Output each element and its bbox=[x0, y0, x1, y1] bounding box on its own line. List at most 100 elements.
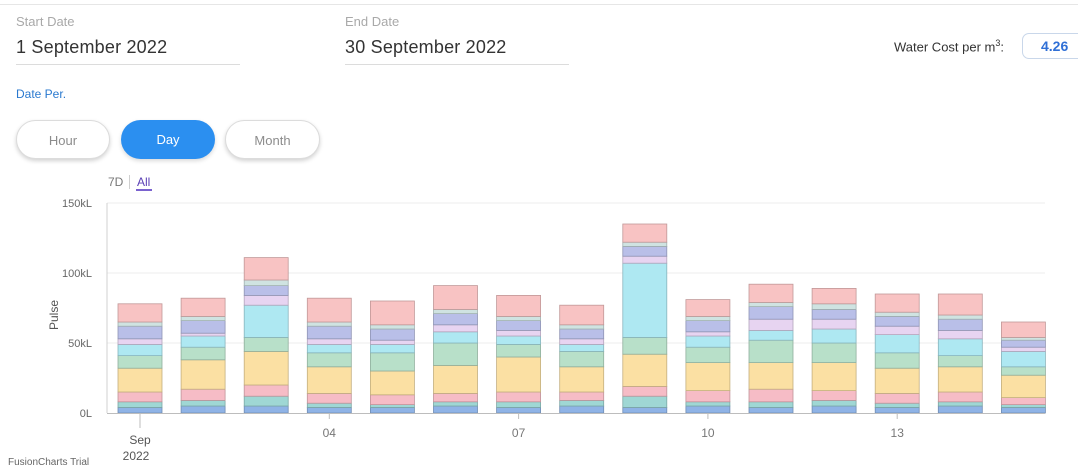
bar-segment bbox=[180, 399, 226, 407]
bar-segment bbox=[874, 293, 920, 313]
bar-segment bbox=[811, 399, 857, 407]
bar-segment bbox=[369, 328, 415, 341]
stacked-bars bbox=[117, 223, 1046, 414]
bar-segment bbox=[685, 390, 731, 403]
x-tick-sublabel: 2022 bbox=[123, 449, 150, 463]
bar-segment bbox=[117, 325, 163, 340]
bar-segment bbox=[685, 299, 731, 317]
x-tick-label: 07 bbox=[512, 426, 526, 440]
bar-segment bbox=[559, 391, 605, 401]
bar-segment bbox=[622, 262, 668, 338]
bar-segment bbox=[748, 301, 794, 307]
month-toggle-button[interactable]: Month bbox=[225, 120, 320, 159]
bar-segment bbox=[874, 315, 920, 327]
bar-segment bbox=[559, 328, 605, 340]
bar-segment bbox=[811, 390, 857, 401]
bar-segment bbox=[748, 329, 794, 341]
bar-segment bbox=[559, 338, 605, 345]
bar-segment bbox=[874, 406, 920, 414]
range-7d-button[interactable]: 7D bbox=[108, 175, 124, 189]
bar-segment bbox=[622, 406, 668, 414]
bar-segment bbox=[622, 245, 668, 257]
bar-segment bbox=[748, 362, 794, 390]
bar-segment bbox=[937, 329, 983, 340]
bar-segment bbox=[369, 370, 415, 396]
bar-segment bbox=[622, 336, 668, 355]
start-date-underline bbox=[16, 64, 240, 65]
bar-segment bbox=[369, 394, 415, 405]
water-cost-label-suffix: : bbox=[1000, 39, 1005, 55]
start-date-field[interactable]: 1 September 2022 bbox=[16, 37, 168, 57]
bar-segment bbox=[811, 303, 857, 310]
bar-segment bbox=[874, 402, 920, 408]
y-axis: 0L 50kL 100kL 150kL bbox=[62, 198, 108, 420]
end-date-field[interactable]: 30 September 2022 bbox=[345, 37, 507, 57]
range-all-button[interactable]: All bbox=[137, 175, 151, 189]
bar-segment bbox=[117, 321, 163, 327]
bar-segment bbox=[243, 285, 289, 296]
bar-segment bbox=[369, 343, 415, 354]
bar-segment bbox=[937, 355, 983, 368]
bar-segment bbox=[433, 401, 478, 407]
bar-segment bbox=[496, 401, 542, 408]
bar-segment bbox=[117, 338, 163, 345]
bar-segment bbox=[496, 335, 542, 345]
hour-toggle-button[interactable]: Hour bbox=[16, 120, 110, 159]
bar-segment bbox=[1001, 336, 1046, 341]
bar-segment bbox=[748, 401, 794, 408]
bar-segment bbox=[874, 325, 920, 336]
x-tick-label: Sep bbox=[129, 433, 151, 447]
bar-segment bbox=[433, 331, 478, 344]
date-period-label: Date Per. bbox=[16, 87, 67, 101]
bar-segment bbox=[937, 318, 983, 331]
y-axis-title: Pulse bbox=[47, 300, 61, 330]
bar-segment bbox=[496, 329, 542, 337]
bar-segment bbox=[369, 404, 415, 408]
bar-segment bbox=[748, 339, 794, 364]
bar-segment bbox=[559, 366, 605, 393]
bar-segment bbox=[811, 328, 857, 344]
bar-segment bbox=[874, 392, 920, 404]
bar-segment bbox=[1001, 321, 1046, 338]
bar-segment bbox=[243, 279, 289, 286]
end-date-underline bbox=[345, 64, 569, 65]
bar-segment bbox=[874, 311, 920, 317]
day-toggle-button[interactable]: Day bbox=[121, 120, 215, 159]
bar-segment bbox=[306, 406, 352, 414]
bar-segment bbox=[622, 241, 668, 247]
bar-segment bbox=[1001, 374, 1046, 399]
water-cost-input[interactable]: 4.26 bbox=[1022, 33, 1078, 59]
bar-segment bbox=[937, 338, 983, 356]
bar-segment bbox=[243, 304, 289, 338]
bar-segment bbox=[874, 367, 920, 394]
bar-segment bbox=[180, 359, 226, 390]
bar-segment bbox=[748, 306, 794, 320]
bar-segment bbox=[496, 356, 542, 393]
bar-segment bbox=[1001, 350, 1046, 368]
bar-segment bbox=[243, 294, 289, 306]
bar-segment bbox=[180, 335, 226, 348]
bar-segment bbox=[559, 304, 605, 326]
x-tick-label: 10 bbox=[701, 426, 715, 440]
bar-segment bbox=[180, 388, 226, 401]
bar-segment bbox=[180, 405, 226, 414]
bar-segment bbox=[369, 324, 415, 330]
water-cost-value: 4.26 bbox=[1041, 38, 1069, 54]
bar-segment bbox=[117, 391, 163, 403]
bar-segment bbox=[685, 331, 731, 337]
bar-segment bbox=[117, 406, 163, 414]
bar-segment bbox=[433, 308, 478, 314]
bar-segment bbox=[559, 343, 605, 352]
bar-segment bbox=[1001, 404, 1046, 408]
bar-segment bbox=[180, 320, 226, 334]
bar-segment bbox=[180, 346, 226, 361]
bar-segment bbox=[243, 350, 289, 386]
bar-segment bbox=[748, 388, 794, 403]
water-cost-label-text: Water Cost per m bbox=[894, 39, 996, 55]
y-tick-label: 50kL bbox=[68, 338, 92, 350]
bar-segment bbox=[622, 223, 668, 243]
bar-segment bbox=[433, 405, 478, 414]
bar-segment bbox=[117, 303, 163, 323]
bar-segment bbox=[243, 405, 289, 414]
